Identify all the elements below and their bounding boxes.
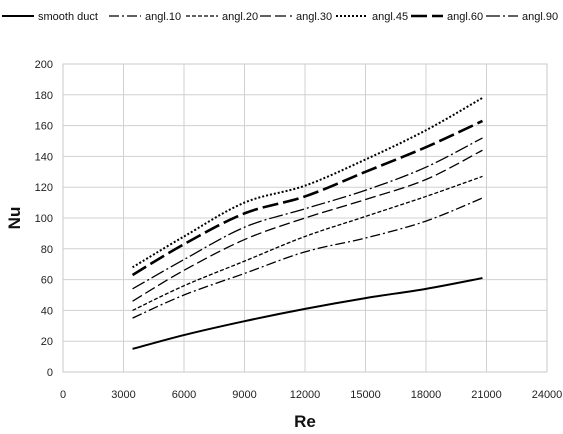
y-tick-label: 160 [35,121,53,133]
x-tick-label: 9000 [232,389,256,401]
y-tick-label: 200 [35,59,53,71]
series-line-angl-30 [132,149,483,302]
series-line-angl-10 [132,197,483,319]
y-tick-label: 180 [35,90,53,102]
series-line-angl-60 [131,119,484,277]
x-tick-label: 3000 [111,389,135,401]
x-tick-label: 24000 [532,389,563,401]
series-line-angl-20 [132,175,483,311]
series-line-smooth-duct [132,277,483,350]
x-tick-label: 12000 [290,389,321,401]
y-tick-labels: 0 20 40 60 80 100 120 140 160 180 200 [35,59,53,379]
x-tick-labels: 0 3000 6000 9000 12000 15000 18000 21000 24000 [60,389,562,401]
y-tick-label: 40 [41,305,53,317]
x-tick-label: 21000 [471,389,502,401]
legend: smooth duct angl.10 angl.20 angl.30 angl.45 a… [2,11,558,23]
legend-label: smooth duct [38,11,98,23]
x-tick-label: 0 [60,389,66,401]
legend-label: angl.45 [372,11,408,23]
legend-label: angl.30 [296,11,332,23]
legend-label: angl.90 [522,11,558,23]
y-tick-label: 20 [41,336,53,348]
gridlines [63,64,547,372]
y-tick-label: 60 [41,275,53,287]
series-lines [131,97,484,350]
y-tick-label: 80 [41,244,53,256]
x-tick-label: 15000 [350,389,381,401]
legend-label: angl.60 [447,11,483,23]
y-axis-title: Nu [5,207,24,230]
x-tick-label: 6000 [172,389,196,401]
x-tick-label: 18000 [411,389,442,401]
legend-label: angl.20 [222,11,258,23]
y-tick-label: 100 [35,213,53,225]
x-axis-title: Re [294,412,316,431]
y-tick-label: 0 [47,367,53,379]
series-line-angl-45 [132,97,483,269]
series-line-angl-90 [132,137,483,290]
y-tick-label: 140 [35,151,53,163]
legend-label: angl.10 [145,11,181,23]
y-tick-label: 120 [35,182,53,194]
